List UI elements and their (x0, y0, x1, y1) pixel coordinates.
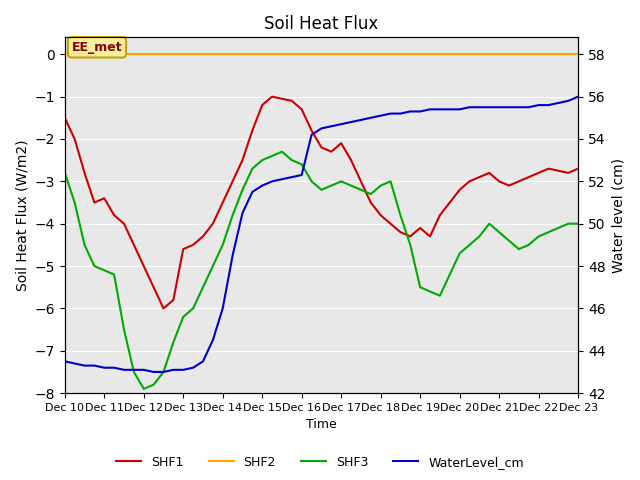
Y-axis label: Water level (cm): Water level (cm) (611, 158, 625, 273)
Text: EE_met: EE_met (72, 41, 122, 54)
X-axis label: Time: Time (306, 419, 337, 432)
Y-axis label: Soil Heat Flux (W/m2): Soil Heat Flux (W/m2) (15, 140, 29, 291)
Legend: SHF1, SHF2, SHF3, WaterLevel_cm: SHF1, SHF2, SHF3, WaterLevel_cm (111, 451, 529, 474)
Title: Soil Heat Flux: Soil Heat Flux (264, 15, 379, 33)
